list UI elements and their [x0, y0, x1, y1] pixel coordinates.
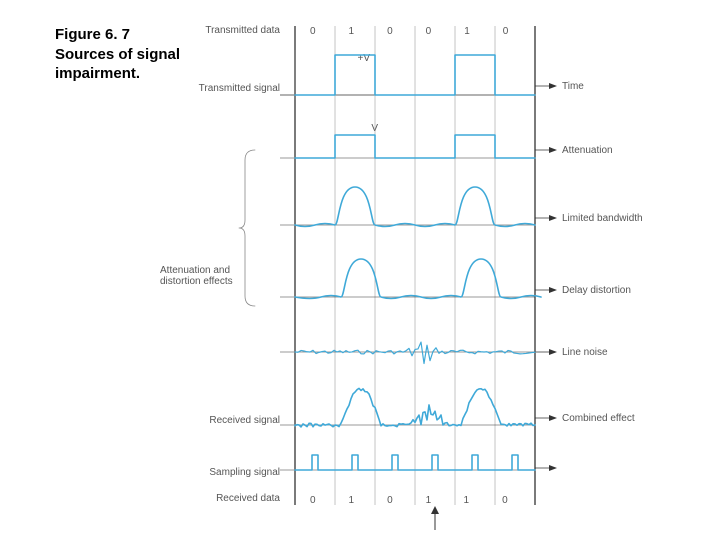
signal-diagram [0, 0, 720, 540]
